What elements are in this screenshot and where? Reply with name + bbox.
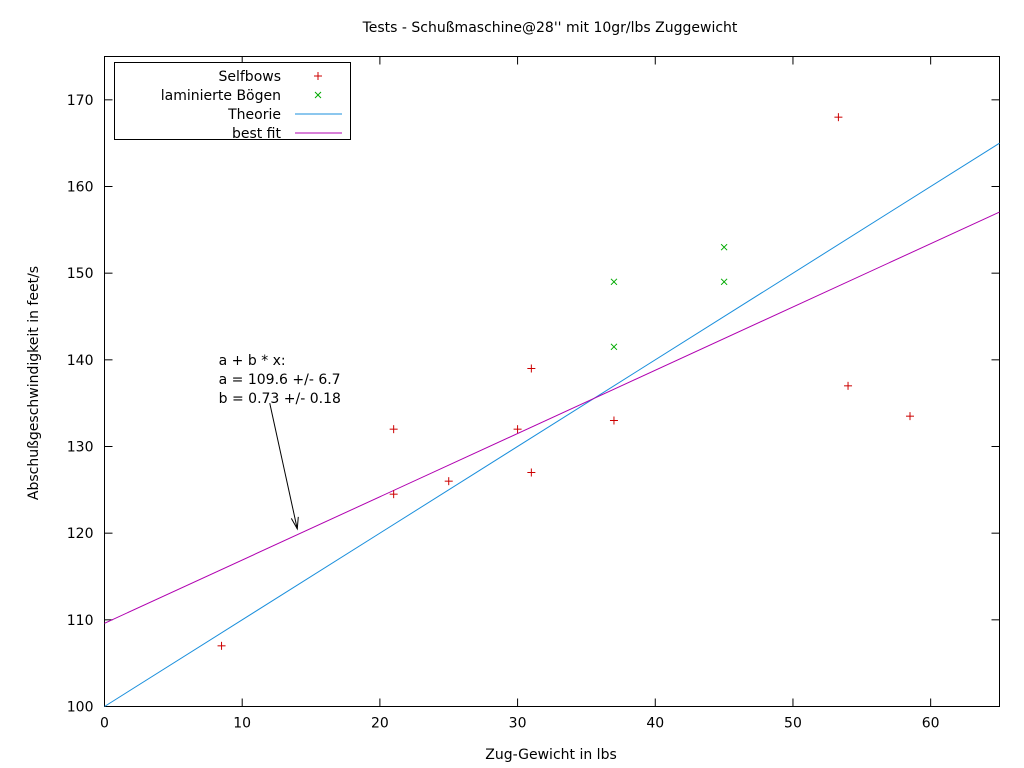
data-point (844, 381, 853, 390)
data-point (527, 364, 536, 373)
legend: Selfbows laminierte Bögen Theorie best fit (114, 62, 351, 142)
x-tick-label: 0 (100, 716, 109, 732)
legend-marker (314, 91, 322, 99)
data-point (389, 425, 398, 434)
data-point (444, 477, 453, 486)
data-point (513, 425, 522, 434)
plot-frame (104, 56, 1000, 707)
data-point (610, 278, 618, 286)
annotation-line: a = 109.6 +/- 6.7 (219, 372, 341, 388)
series-line-2 (104, 142, 1000, 707)
x-axis-label: Zug-Gewicht in lbs (485, 747, 617, 763)
legend-label: best fit (232, 126, 282, 142)
x-tick-label: 20 (371, 716, 389, 732)
y-axis-label: Abschußgeschwindigkeit in feet/s (26, 266, 42, 500)
data-point-d2 (720, 278, 728, 286)
annotation-line: a + b * x: (219, 353, 286, 369)
data-point (834, 113, 843, 122)
data-point (217, 641, 226, 650)
x-tick-label: 10 (233, 716, 251, 732)
data-point (527, 468, 536, 477)
x-tick-label: 40 (646, 716, 664, 732)
legend-box (114, 62, 351, 140)
fit-annotation: a + b * x: a = 109.6 +/- 6.7 b = 0.73 +/- … (219, 353, 341, 531)
legend-label: laminierte Bögen (161, 88, 281, 104)
data-point (609, 416, 618, 425)
x-tick-label: 30 (509, 716, 527, 732)
data-point-d2 (610, 343, 618, 351)
y-tick-label: 120 (67, 526, 94, 542)
data-point (610, 343, 618, 351)
data-point-d2 (720, 243, 728, 251)
data-point (720, 243, 728, 251)
legend-label: Selfbows (218, 69, 281, 85)
y-tick-label: 140 (67, 353, 94, 369)
data-point (906, 412, 914, 421)
data-point (720, 278, 728, 286)
y-tick-label: 160 (67, 180, 94, 196)
data-point (389, 490, 398, 499)
data-points (217, 113, 914, 650)
x-tick-label: 50 (784, 716, 802, 732)
y-tick-label: 100 (67, 700, 94, 716)
annotation-arrowhead (290, 516, 299, 531)
annotation-arrow (269, 403, 298, 529)
chart-title: Tests - Schußmaschine@28'' mit 10gr/lbs … (362, 20, 738, 36)
y-tick-label: 130 (67, 440, 94, 456)
legend-label: Theorie (227, 107, 281, 123)
y-tick-label: 170 (67, 93, 94, 109)
fit-lines (104, 142, 1000, 707)
axis-ticks: 0 10 20 30 40 50 60 100 110 120 130 140 150 160 170 (67, 56, 1000, 732)
x-tick-label: 60 (922, 716, 940, 732)
legend-marker-d2 (314, 91, 322, 99)
data-point-d2 (610, 278, 618, 286)
annotation-line: b = 0.73 +/- 0.18 (219, 391, 341, 407)
series-line-3 (104, 211, 1000, 624)
y-tick-label: 110 (67, 613, 94, 629)
y-tick-label: 150 (67, 266, 94, 282)
legend-marker (314, 72, 322, 80)
